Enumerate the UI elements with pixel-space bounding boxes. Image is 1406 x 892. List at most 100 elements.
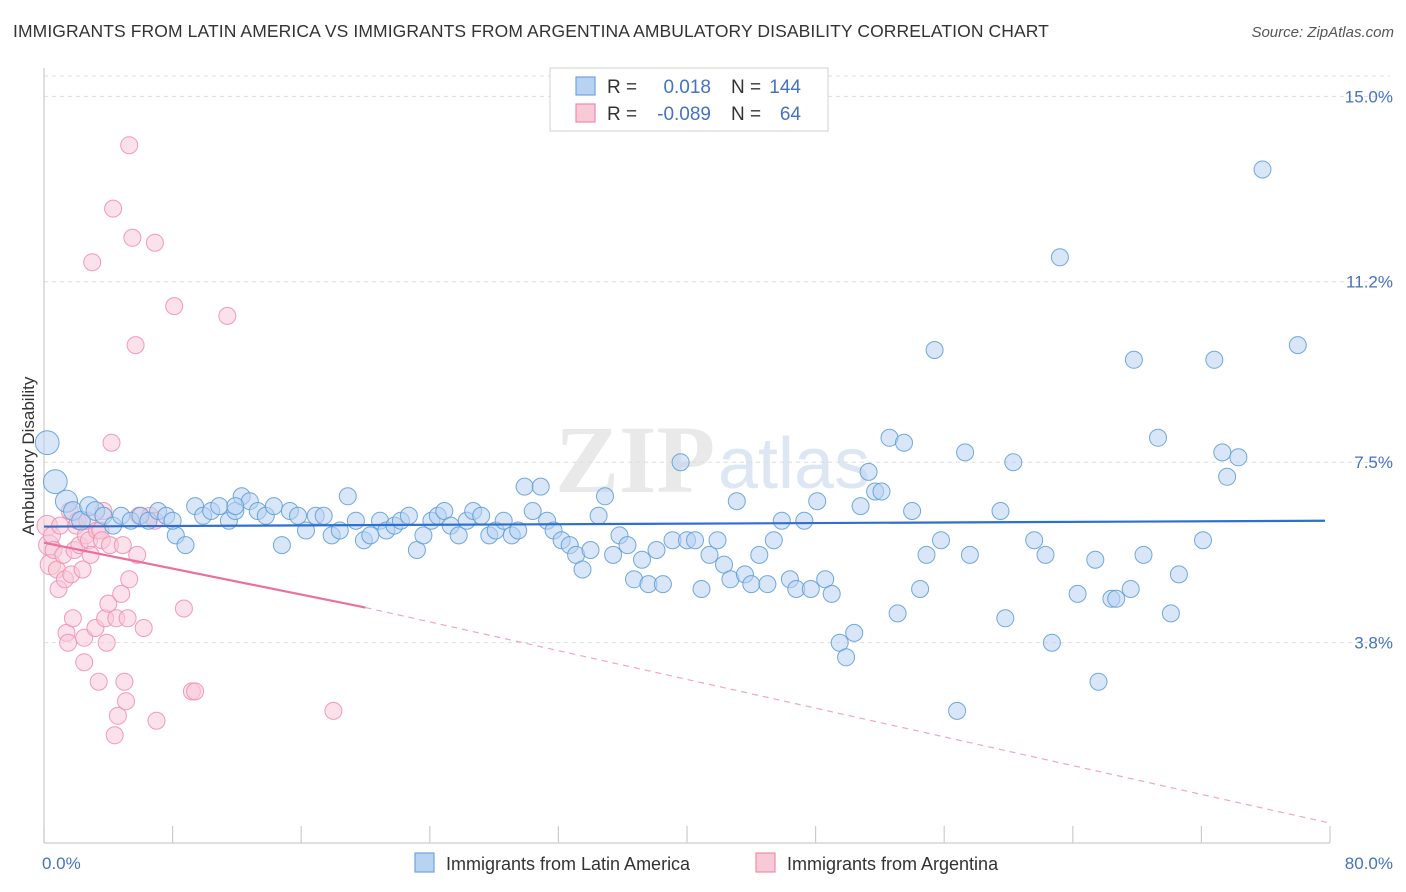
legend-n-label-2: N = — [731, 104, 761, 125]
point-latin-america — [226, 497, 245, 516]
point-latin-america — [523, 502, 542, 520]
point-latin-america — [742, 575, 761, 594]
legend-swatch-latin — [575, 76, 596, 96]
point-argentina — [324, 701, 343, 720]
point-argentina — [63, 609, 82, 628]
point-latin-america — [903, 502, 922, 520]
point-latin-america — [1025, 531, 1044, 550]
point-latin-america — [956, 443, 975, 462]
point-latin-america — [361, 526, 380, 545]
point-latin-america — [509, 521, 528, 540]
point-latin-america — [399, 506, 418, 525]
point-latin-america — [289, 506, 307, 525]
point-latin-america — [515, 477, 534, 496]
trend-line-argentina — [43, 541, 366, 609]
point-latin-america — [911, 580, 930, 598]
trend-lines — [43, 519, 1331, 824]
legend-r-label-2: R = — [607, 104, 637, 125]
point-latin-america — [1218, 467, 1237, 486]
point-latin-america — [700, 545, 719, 564]
point-argentina — [165, 297, 184, 316]
point-latin-america — [925, 341, 944, 359]
point-argentina — [147, 711, 166, 730]
point-latin-america — [895, 433, 913, 452]
point-latin-america — [272, 536, 291, 555]
point-latin-america — [589, 506, 608, 525]
point-latin-america — [888, 604, 907, 623]
bottom-legend-swatch-argentina — [755, 852, 776, 873]
trend-line-latin-america — [43, 519, 1326, 528]
source-label: Source: ZipAtlas.com — [1251, 24, 1394, 41]
y-tick-label: 15.0% — [1345, 87, 1393, 106]
point-latin-america — [851, 497, 870, 516]
point-latin-america — [845, 623, 864, 642]
point-latin-america — [727, 492, 746, 511]
point-latin-america — [772, 511, 791, 530]
point-latin-america — [573, 560, 592, 579]
legend-swatch-argentina — [575, 103, 596, 123]
point-latin-america — [1288, 336, 1307, 355]
point-latin-america — [338, 487, 357, 506]
legend-r-label-1: R = — [607, 77, 637, 98]
point-latin-america — [822, 584, 841, 603]
point-latin-america — [1050, 248, 1069, 267]
point-argentina — [120, 570, 139, 589]
point-latin-america — [948, 701, 967, 720]
point-argentina — [99, 594, 118, 613]
stats-legend: R = 0.018 N = 144 R = -0.089 N = 64 — [549, 67, 829, 132]
point-latin-america — [653, 575, 672, 594]
point-latin-america — [692, 580, 711, 598]
point-argentina — [73, 560, 92, 579]
point-latin-america — [604, 545, 623, 564]
bottom-legend-swatch-latin — [414, 852, 435, 873]
x-tick-label-min: 0.0% — [42, 854, 81, 873]
y-tick-label: 7.5% — [1354, 453, 1393, 472]
point-latin-america — [176, 536, 195, 555]
point-argentina — [145, 233, 164, 252]
point-latin-america — [210, 497, 229, 516]
point-latin-america — [531, 477, 550, 496]
point-argentina — [126, 336, 145, 355]
point-latin-america — [1004, 453, 1023, 472]
point-latin-america — [764, 531, 783, 550]
point-latin-america — [1149, 428, 1167, 447]
point-latin-america — [996, 609, 1015, 628]
legend-n-label-1: N = — [731, 77, 761, 98]
legend-r-value-2: -0.089 — [657, 104, 711, 125]
chart-title: IMMIGRANTS FROM LATIN AMERICA VS IMMIGRA… — [13, 21, 1049, 41]
point-latin-america — [1121, 580, 1140, 598]
x-tick-labels: 0.0% 80.0% — [42, 854, 1393, 873]
point-argentina — [83, 253, 102, 272]
point-latin-america — [708, 531, 727, 550]
y-tick-label: 3.8% — [1354, 634, 1393, 653]
point-argentina — [115, 672, 134, 691]
point-latin-america — [1107, 589, 1126, 608]
point-latin-america — [414, 526, 433, 545]
axes — [43, 68, 1331, 844]
y-tick-labels: 3.8% 7.5% 11.2% 15.0% — [1345, 87, 1393, 652]
point-argentina — [117, 692, 135, 711]
point-latin-america — [671, 453, 690, 472]
point-argentina — [102, 433, 121, 452]
point-latin-america — [472, 506, 491, 525]
point-latin-america — [1036, 545, 1055, 564]
point-latin-america — [1086, 550, 1105, 569]
y-axis-label: Ambulatory Disability — [19, 376, 38, 535]
point-argentina — [186, 682, 205, 701]
point-argentina — [174, 599, 193, 618]
point-latin-america — [449, 526, 468, 545]
point-argentina — [104, 199, 123, 218]
y-tick-label: 11.2% — [1346, 273, 1393, 292]
point-latin-america — [581, 541, 600, 559]
point-latin-america — [808, 492, 827, 511]
point-latin-america — [1161, 604, 1180, 623]
point-latin-america — [1124, 350, 1143, 369]
point-latin-america — [34, 430, 60, 456]
point-latin-america — [1213, 443, 1232, 462]
point-latin-america — [758, 575, 777, 594]
point-argentina — [118, 609, 137, 628]
point-argentina — [97, 633, 116, 652]
bottom-legend: Immigrants from Latin America Immigrants… — [414, 852, 999, 874]
legend-n-value-1: 144 — [769, 77, 801, 98]
